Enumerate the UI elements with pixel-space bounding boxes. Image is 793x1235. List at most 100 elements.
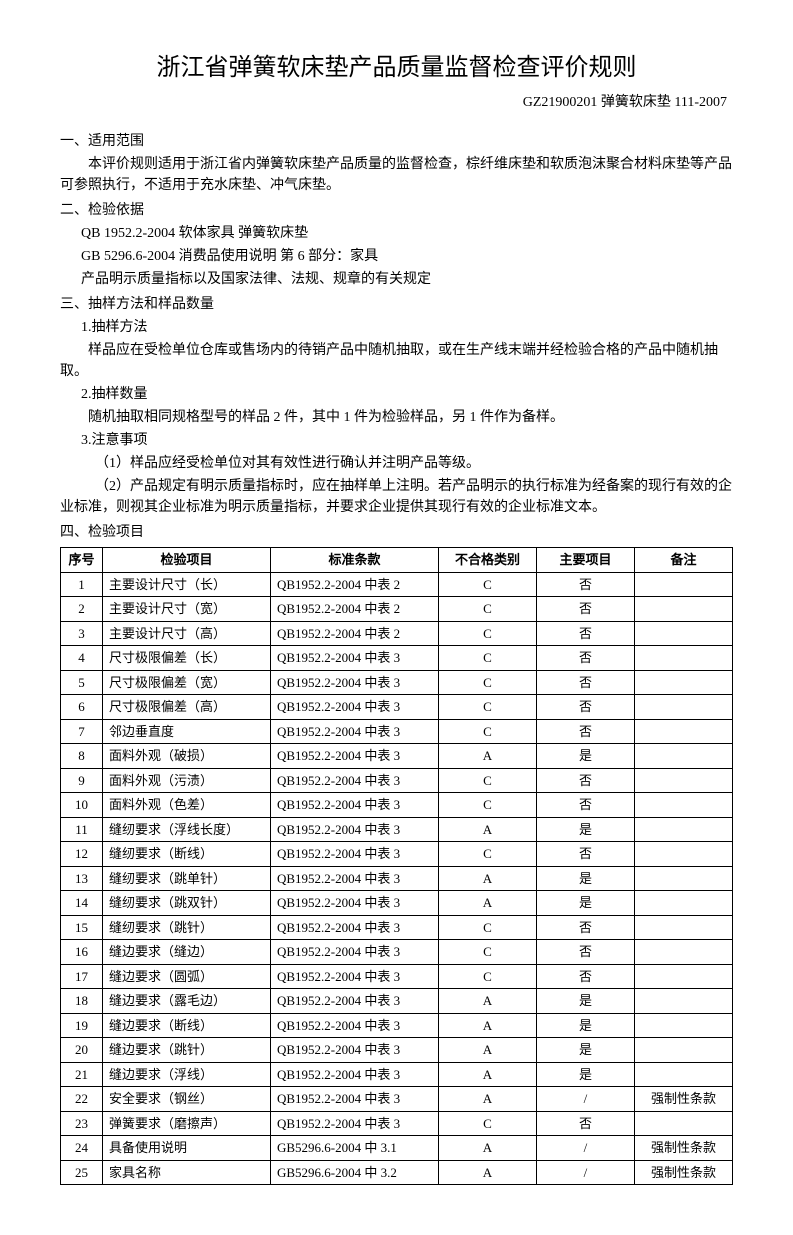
table-row: 4尺寸极限偏差（长）QB1952.2-2004 中表 3C否 xyxy=(61,646,733,671)
table-cell: 否 xyxy=(536,646,634,671)
table-cell: / xyxy=(536,1136,634,1161)
table-row: 5尺寸极限偏差（宽）QB1952.2-2004 中表 3C否 xyxy=(61,670,733,695)
table-cell: QB1952.2-2004 中表 3 xyxy=(270,744,438,769)
table-cell xyxy=(634,621,732,646)
table-cell: QB1952.2-2004 中表 3 xyxy=(270,646,438,671)
table-cell: 是 xyxy=(536,817,634,842)
table-cell: C xyxy=(438,940,536,965)
table-cell: 19 xyxy=(61,1013,103,1038)
table-cell: 14 xyxy=(61,891,103,916)
table-cell: 否 xyxy=(536,940,634,965)
table-cell: 面料外观（色差） xyxy=(102,793,270,818)
page-title: 浙江省弹簧软床垫产品质量监督检查评价规则 xyxy=(60,50,733,86)
table-cell: 2 xyxy=(61,597,103,622)
table-row: 8面料外观（破损）QB1952.2-2004 中表 3A是 xyxy=(61,744,733,769)
table-cell: QB1952.2-2004 中表 3 xyxy=(270,989,438,1014)
table-cell xyxy=(634,940,732,965)
table-cell: 否 xyxy=(536,1111,634,1136)
table-cell xyxy=(634,915,732,940)
table-row: 11缝纫要求（浮线长度）QB1952.2-2004 中表 3A是 xyxy=(61,817,733,842)
table-cell: 具备使用说明 xyxy=(102,1136,270,1161)
section-2-p2: GB 5296.6-2004 消费品使用说明 第 6 部分：家具 xyxy=(60,246,733,267)
table-cell: QB1952.2-2004 中表 3 xyxy=(270,842,438,867)
table-cell: GB5296.6-2004 中 3.1 xyxy=(270,1136,438,1161)
table-cell xyxy=(634,768,732,793)
table-cell: 13 xyxy=(61,866,103,891)
col-std-header: 标准条款 xyxy=(270,548,438,573)
table-cell: 21 xyxy=(61,1062,103,1087)
table-cell: 否 xyxy=(536,572,634,597)
table-cell xyxy=(634,695,732,720)
col-item-header: 检验项目 xyxy=(102,548,270,573)
table-cell: QB1952.2-2004 中表 3 xyxy=(270,891,438,916)
section-3-p1: 1.抽样方法 xyxy=(60,317,733,338)
table-cell: QB1952.2-2004 中表 3 xyxy=(270,768,438,793)
table-row: 14缝纫要求（跳双针）QB1952.2-2004 中表 3A是 xyxy=(61,891,733,916)
table-cell xyxy=(634,719,732,744)
table-cell: 缝纫要求（跳双针） xyxy=(102,891,270,916)
table-cell: QB1952.2-2004 中表 3 xyxy=(270,1062,438,1087)
table-row: 12缝纫要求（断线）QB1952.2-2004 中表 3C否 xyxy=(61,842,733,867)
table-cell: 主要设计尺寸（宽） xyxy=(102,597,270,622)
table-cell: A xyxy=(438,1136,536,1161)
table-cell: / xyxy=(536,1160,634,1185)
table-cell xyxy=(634,744,732,769)
table-row: 16缝边要求（缝边）QB1952.2-2004 中表 3C否 xyxy=(61,940,733,965)
table-row: 1主要设计尺寸（长）QB1952.2-2004 中表 2C否 xyxy=(61,572,733,597)
table-cell: 22 xyxy=(61,1087,103,1112)
table-cell: QB1952.2-2004 中表 3 xyxy=(270,817,438,842)
table-row: 24具备使用说明GB5296.6-2004 中 3.1A/强制性条款 xyxy=(61,1136,733,1161)
table-cell: 7 xyxy=(61,719,103,744)
col-seq-header: 序号 xyxy=(61,548,103,573)
col-main-header: 主要项目 xyxy=(536,548,634,573)
table-cell: / xyxy=(536,1087,634,1112)
table-cell: QB1952.2-2004 中表 3 xyxy=(270,866,438,891)
section-3-p2: 样品应在受检单位仓库或售场内的待销产品中随机抽取，或在生产线末端并经检验合格的产… xyxy=(60,340,733,382)
table-cell: 否 xyxy=(536,793,634,818)
table-cell: C xyxy=(438,793,536,818)
table-cell: 否 xyxy=(536,964,634,989)
table-row: 13缝纫要求（跳单针）QB1952.2-2004 中表 3A是 xyxy=(61,866,733,891)
table-cell: 11 xyxy=(61,817,103,842)
table-cell: 主要设计尺寸（长） xyxy=(102,572,270,597)
table-cell xyxy=(634,793,732,818)
table-cell: 否 xyxy=(536,768,634,793)
table-cell: 9 xyxy=(61,768,103,793)
table-cell: 10 xyxy=(61,793,103,818)
section-2-p3: 产品明示质量指标以及国家法律、法规、规章的有关规定 xyxy=(60,269,733,290)
table-cell: 强制性条款 xyxy=(634,1087,732,1112)
table-cell: A xyxy=(438,1062,536,1087)
table-cell: 缝纫要求（跳单针） xyxy=(102,866,270,891)
table-cell: 否 xyxy=(536,842,634,867)
table-row: 7邻边垂直度QB1952.2-2004 中表 3C否 xyxy=(61,719,733,744)
table-row: 21缝边要求（浮线）QB1952.2-2004 中表 3A是 xyxy=(61,1062,733,1087)
table-cell: C xyxy=(438,695,536,720)
table-cell: 1 xyxy=(61,572,103,597)
table-cell xyxy=(634,1013,732,1038)
table-row: 2主要设计尺寸（宽）QB1952.2-2004 中表 2C否 xyxy=(61,597,733,622)
table-cell: 12 xyxy=(61,842,103,867)
table-cell: 缝边要求（跳针） xyxy=(102,1038,270,1063)
table-row: 15缝纫要求（跳针）QB1952.2-2004 中表 3C否 xyxy=(61,915,733,940)
section-1-para: 本评价规则适用于浙江省内弹簧软床垫产品质量的监督检查，棕纤维床垫和软质泡沫聚合材… xyxy=(60,154,733,196)
section-3-p3: 2.抽样数量 xyxy=(60,384,733,405)
table-cell: 20 xyxy=(61,1038,103,1063)
table-cell: 尺寸极限偏差（宽） xyxy=(102,670,270,695)
table-cell: 是 xyxy=(536,891,634,916)
table-cell: A xyxy=(438,817,536,842)
table-cell xyxy=(634,989,732,1014)
table-header-row: 序号 检验项目 标准条款 不合格类别 主要项目 备注 xyxy=(61,548,733,573)
table-cell: 15 xyxy=(61,915,103,940)
section-3-p5: 3.注意事项 xyxy=(60,430,733,451)
table-cell xyxy=(634,964,732,989)
table-cell: 是 xyxy=(536,989,634,1014)
table-cell: 是 xyxy=(536,866,634,891)
table-cell: A xyxy=(438,1013,536,1038)
table-cell: 是 xyxy=(536,1038,634,1063)
table-cell: 否 xyxy=(536,597,634,622)
table-cell: 4 xyxy=(61,646,103,671)
table-cell: QB1952.2-2004 中表 3 xyxy=(270,719,438,744)
table-row: 25家具名称GB5296.6-2004 中 3.2A/强制性条款 xyxy=(61,1160,733,1185)
table-cell: 24 xyxy=(61,1136,103,1161)
inspection-table: 序号 检验项目 标准条款 不合格类别 主要项目 备注 1主要设计尺寸（长）QB1… xyxy=(60,547,733,1185)
